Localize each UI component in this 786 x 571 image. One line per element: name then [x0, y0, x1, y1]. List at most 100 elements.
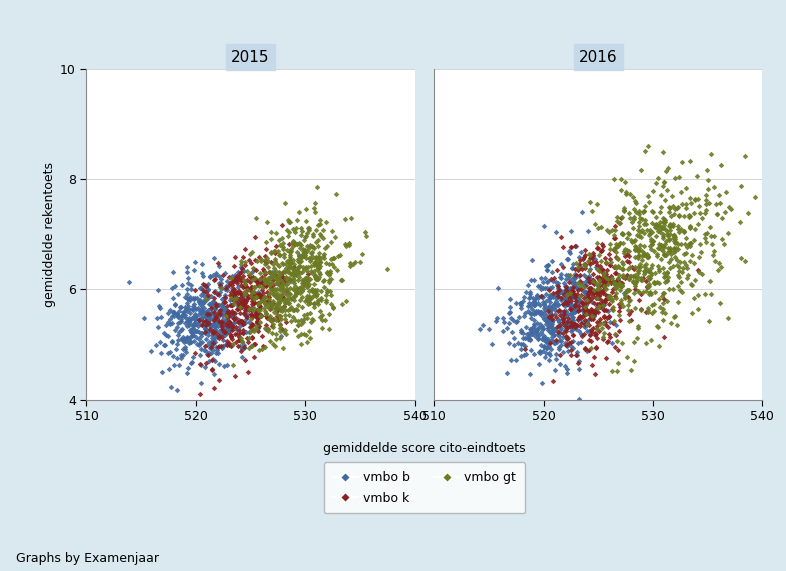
- Point: [592, 308, 604, 317]
- Point: [244, 314, 257, 323]
- Point: [236, 344, 248, 353]
- Point: [266, 300, 278, 309]
- Point: [643, 279, 656, 288]
- Point: [229, 275, 241, 284]
- Point: [564, 321, 577, 330]
- Point: [266, 289, 279, 298]
- Point: [310, 292, 322, 301]
- Point: [270, 292, 283, 301]
- Point: [576, 279, 589, 288]
- Point: [301, 247, 314, 256]
- Point: [609, 234, 622, 243]
- Point: [189, 315, 202, 324]
- Point: [288, 291, 300, 300]
- Point: [235, 257, 248, 266]
- Point: [215, 321, 228, 331]
- Point: [738, 152, 751, 161]
- Point: [208, 293, 220, 303]
- Point: [215, 333, 228, 342]
- Point: [649, 231, 662, 240]
- Point: [634, 263, 646, 272]
- Point: [193, 299, 206, 308]
- Point: [545, 275, 557, 284]
- Point: [253, 290, 266, 299]
- Point: [154, 349, 167, 358]
- Point: [213, 360, 226, 369]
- Point: [215, 317, 228, 326]
- Point: [307, 259, 320, 268]
- Point: [614, 213, 626, 222]
- Point: [648, 307, 660, 316]
- Point: [259, 323, 271, 332]
- Point: [237, 292, 250, 301]
- Point: [263, 279, 276, 288]
- Point: [689, 195, 701, 204]
- Point: [167, 268, 179, 277]
- Point: [578, 303, 590, 312]
- Point: [272, 274, 285, 283]
- Point: [562, 313, 575, 323]
- Point: [274, 250, 286, 259]
- Point: [225, 331, 237, 340]
- Point: [195, 378, 208, 387]
- Point: [237, 343, 250, 352]
- Point: [195, 283, 208, 292]
- Point: [255, 292, 267, 301]
- Point: [604, 260, 617, 270]
- Point: [614, 280, 626, 289]
- Point: [321, 268, 333, 277]
- Point: [573, 356, 586, 365]
- Point: [534, 307, 547, 316]
- Point: [579, 262, 592, 271]
- Point: [189, 317, 202, 326]
- Point: [211, 343, 224, 352]
- Point: [551, 287, 564, 296]
- Point: [255, 292, 268, 301]
- Point: [527, 293, 539, 303]
- Point: [678, 250, 691, 259]
- Point: [213, 271, 226, 280]
- Point: [250, 312, 263, 321]
- Point: [230, 292, 242, 301]
- Point: [307, 242, 319, 251]
- Point: [153, 303, 166, 312]
- Point: [208, 316, 221, 325]
- Point: [521, 333, 534, 342]
- Point: [655, 224, 667, 234]
- Point: [276, 306, 288, 315]
- Point: [593, 289, 606, 299]
- Point: [556, 314, 569, 323]
- Point: [326, 260, 339, 269]
- Point: [264, 304, 277, 313]
- Point: [196, 337, 208, 347]
- Point: [568, 323, 581, 332]
- Point: [267, 275, 280, 284]
- Point: [544, 322, 556, 331]
- Point: [569, 305, 582, 314]
- Point: [542, 334, 555, 343]
- Point: [226, 321, 239, 331]
- Point: [571, 266, 584, 275]
- Point: [315, 286, 328, 295]
- Point: [280, 272, 292, 282]
- Point: [544, 283, 556, 292]
- Point: [238, 309, 251, 319]
- Point: [548, 274, 560, 283]
- Point: [667, 219, 679, 228]
- Point: [692, 266, 704, 275]
- Point: [272, 297, 285, 307]
- Point: [638, 248, 651, 257]
- Point: [297, 246, 310, 255]
- Point: [239, 356, 252, 365]
- Point: [618, 247, 630, 256]
- Point: [208, 311, 221, 320]
- Point: [624, 262, 637, 271]
- Point: [714, 198, 726, 207]
- Point: [609, 284, 622, 293]
- Point: [263, 292, 275, 301]
- Point: [236, 265, 248, 274]
- Point: [300, 314, 313, 323]
- Point: [611, 254, 623, 263]
- Point: [612, 274, 625, 283]
- Point: [579, 282, 592, 291]
